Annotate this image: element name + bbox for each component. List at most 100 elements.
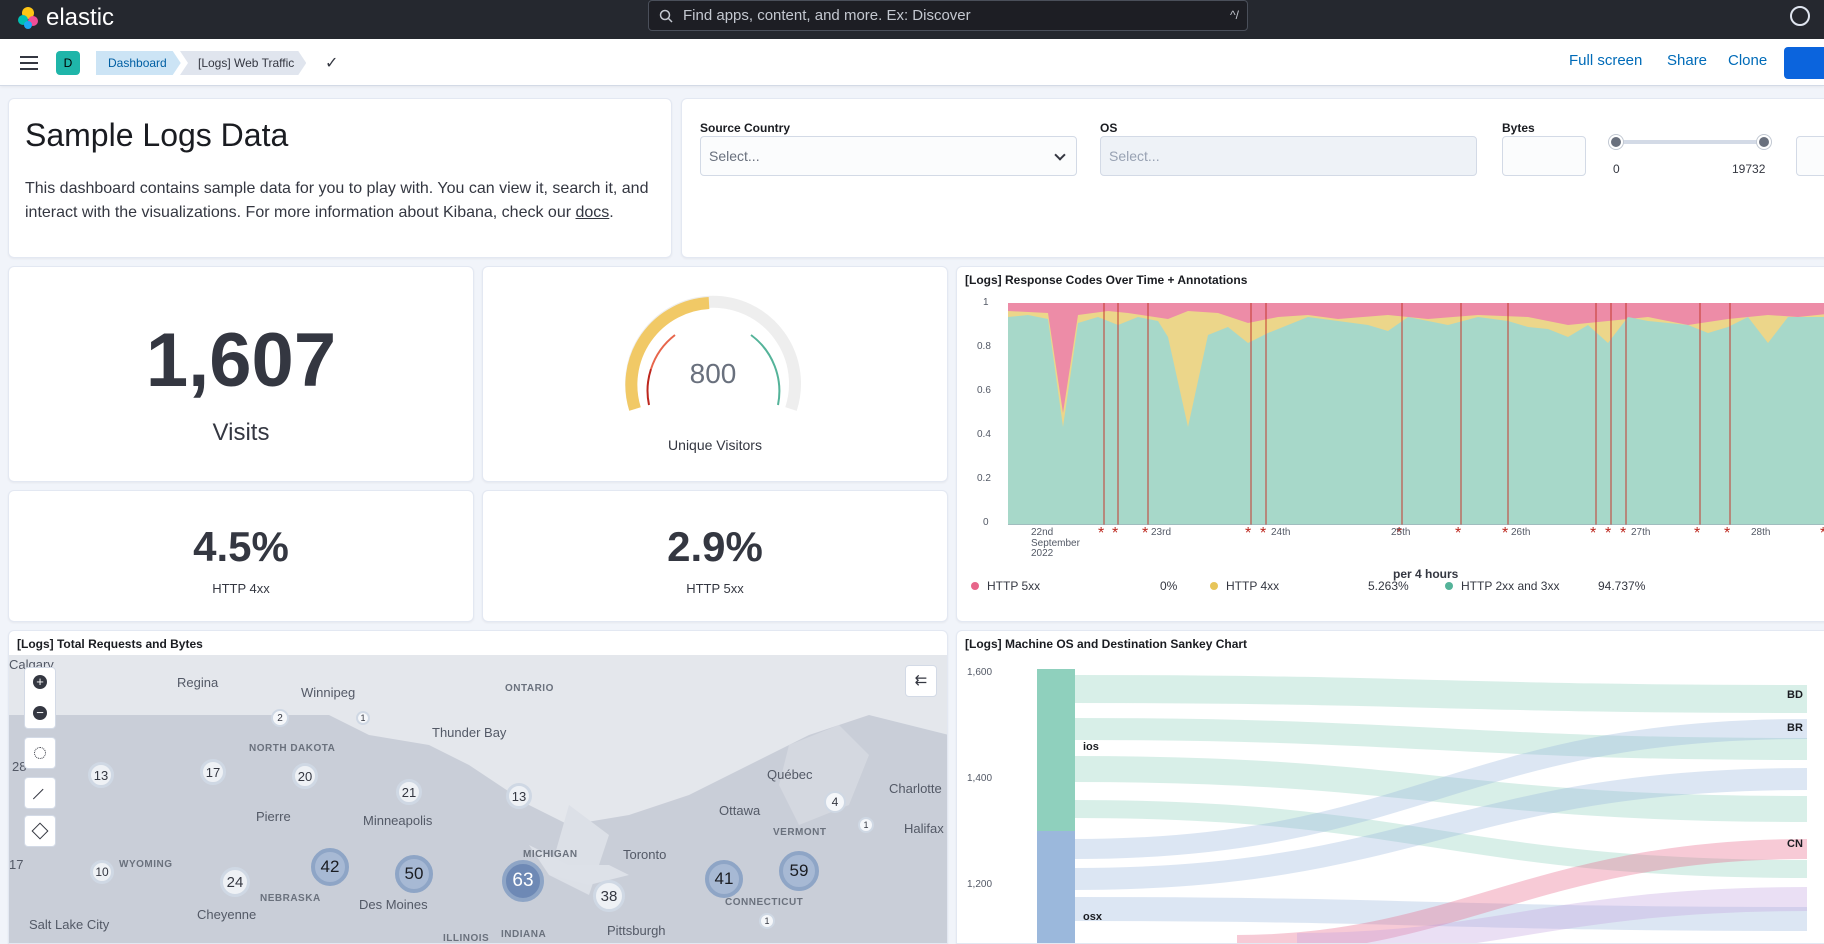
gauge-value: 800 (690, 358, 737, 389)
y-tick: 0.6 (977, 385, 991, 396)
help-icon[interactable] (1790, 6, 1810, 26)
dashboard-toolbar: D Dashboard [Logs] Web Traffic ✓ Full sc… (0, 39, 1824, 86)
response-codes-panel: [Logs] Response Codes Over Time + Annota… (956, 266, 1824, 622)
sankey-y-tick: 1,200 (967, 879, 993, 890)
map-cluster-edge[interactable]: 17 (9, 857, 24, 872)
map-cluster[interactable]: 38 (593, 880, 625, 912)
draw-tool-icon (31, 822, 49, 840)
zoom-out-icon[interactable]: − (33, 706, 47, 720)
map-cluster[interactable]: 59 (779, 851, 819, 891)
zoom-in-icon[interactable]: + (33, 675, 47, 689)
markdown-panel: Sample Logs Data This dashboard contains… (8, 98, 672, 258)
bytes-slider-max-handle[interactable] (1757, 135, 1771, 149)
legend-http2xx[interactable]: HTTP 2xx and 3xx (1445, 579, 1559, 593)
map-place: Halifax (904, 821, 944, 836)
map-place: NEBRASKA (260, 893, 321, 904)
legend-name: HTTP 5xx (987, 579, 1041, 593)
source-country-select[interactable]: Select... (700, 136, 1077, 176)
clone-button[interactable]: Clone (1728, 52, 1768, 69)
map-cluster[interactable]: 24 (220, 867, 250, 897)
map-cluster[interactable]: 21 (396, 779, 422, 805)
map-cluster[interactable]: 2 (271, 709, 289, 727)
edit-button[interactable] (1784, 47, 1824, 79)
http4xx-value: 4.5% (193, 523, 289, 570)
chevron-down-icon (1054, 149, 1066, 161)
sankey-node-label: BR (1787, 722, 1803, 734)
bytes-max-input[interactable] (1796, 136, 1824, 176)
y-tick: 0.4 (977, 429, 991, 440)
map-cluster[interactable]: 50 (395, 855, 433, 893)
visits-label: Visits (212, 419, 270, 446)
map-place: Toronto (623, 847, 667, 862)
menu-icon[interactable] (20, 56, 38, 70)
bytes-slider-min-handle[interactable] (1609, 135, 1623, 149)
map-cluster[interactable]: 41 (705, 860, 743, 898)
map-place: Minneapolis (363, 813, 433, 828)
elastic-logo-icon (18, 7, 38, 29)
sankey-node-label: BD (1787, 689, 1803, 701)
y-tick: 0 (983, 517, 989, 528)
map-place: MICHIGAN (523, 849, 578, 860)
map-place: Pierre (256, 809, 291, 824)
sankey-node-label: CN (1787, 838, 1803, 850)
markdown-title: Sample Logs Data (25, 117, 289, 153)
map-place: ILLINOIS (443, 933, 490, 944)
map-cluster[interactable]: 17 (200, 759, 226, 785)
map-cluster[interactable]: 63 (502, 860, 544, 902)
bytes-slider-track[interactable] (1616, 140, 1764, 144)
global-search-input[interactable]: Find apps, content, and more. Ex: Discov… (648, 0, 1248, 31)
map-cluster[interactable]: 13 (506, 783, 532, 809)
source-country-placeholder: Select... (709, 148, 760, 164)
y-tick: 0.8 (977, 341, 991, 352)
x-axis-label: per 4 hours (1393, 567, 1459, 581)
expand-icon (32, 788, 53, 809)
markdown-text: This dashboard contains sample data for … (25, 180, 649, 221)
map-cluster-edge[interactable]: 28 (12, 759, 27, 774)
markdown-end: . (609, 204, 614, 221)
legend-http5xx[interactable]: HTTP 5xx (971, 579, 1040, 593)
search-shortcut: ^/ (1230, 8, 1239, 22)
bytes-min-input[interactable] (1502, 136, 1586, 176)
map-cluster[interactable]: 42 (311, 848, 349, 886)
legend-http4xx[interactable]: HTTP 4xx (1210, 579, 1279, 593)
elastic-logo[interactable]: elastic (16, 4, 114, 32)
map-cluster[interactable]: 4 (824, 791, 846, 813)
docs-link[interactable]: docs (575, 204, 610, 221)
sankey-node-label: osx (1083, 911, 1102, 923)
layer-control-icon[interactable]: ⇇ (905, 665, 937, 697)
full-screen-button[interactable]: Full screen (1569, 52, 1643, 69)
saved-check-icon: ✓ (325, 55, 339, 72)
sankey-node-label: ios (1083, 741, 1099, 753)
breadcrumb-current: [Logs] Web Traffic (180, 51, 306, 75)
map-cluster[interactable]: 1 (858, 817, 874, 833)
map-place: WYOMING (119, 859, 173, 870)
annotation-markers[interactable]: *** *** *** *** ** (1098, 525, 1824, 542)
markdown-body: This dashboard contains sample data for … (25, 177, 665, 225)
map-cluster[interactable]: 1 (759, 913, 775, 929)
map-canvas[interactable] (9, 655, 948, 944)
map-cluster[interactable]: 10 (90, 860, 114, 884)
bytes-max-value: 19732 (1732, 162, 1766, 176)
http5xx-value: 2.9% (667, 523, 763, 570)
bytes-min-value: 0 (1613, 162, 1620, 176)
map-cluster[interactable]: 20 (292, 763, 318, 789)
map-cluster[interactable]: 13 (88, 762, 114, 788)
share-button[interactable]: Share (1667, 52, 1708, 69)
space-avatar[interactable]: D (56, 51, 80, 75)
os-select[interactable]: Select... (1100, 136, 1477, 176)
map-cluster[interactable]: 1 (356, 711, 370, 725)
legend-name: HTTP 2xx and 3xx (1461, 579, 1560, 593)
http5xx-label: HTTP 5xx (686, 581, 744, 596)
map-place: Salt Lake City (29, 917, 110, 932)
map-place: NORTH DAKOTA (249, 743, 336, 754)
breadcrumb-dashboard[interactable]: Dashboard (96, 51, 181, 75)
http4xx-label: HTTP 4xx (212, 581, 270, 596)
fit-to-data-button[interactable] (24, 737, 56, 769)
tools-button[interactable] (24, 815, 56, 847)
fullscreen-map-button[interactable] (24, 777, 56, 809)
sankey-title: [Logs] Machine OS and Destination Sankey… (965, 637, 1248, 651)
response-codes-area-chart (1008, 303, 1824, 525)
y-tick: 0.2 (977, 473, 991, 484)
gauge-chart: 800 (625, 295, 801, 411)
map-place: CONNECTICUT (725, 897, 804, 908)
